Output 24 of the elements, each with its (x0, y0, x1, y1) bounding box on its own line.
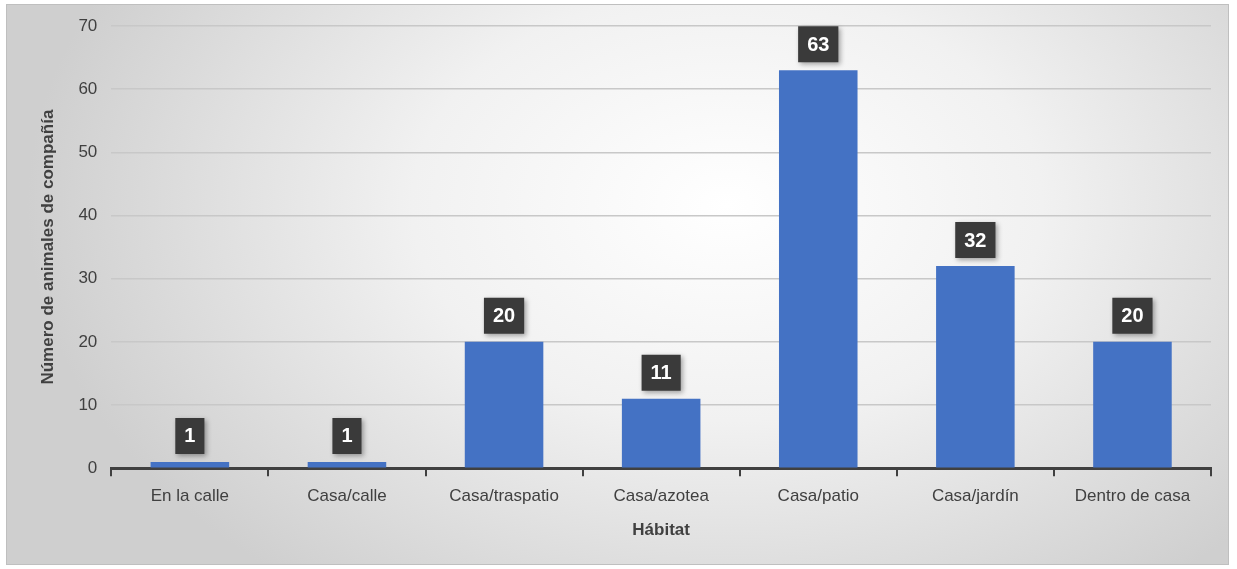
data-label: 20 (1121, 304, 1144, 327)
y-tick-label: 60 (78, 78, 98, 98)
x-tick-label: Casa/traspatio (449, 486, 559, 506)
y-tick-label: 50 (78, 142, 98, 162)
x-tick-label: Dentro de casa (1074, 486, 1191, 506)
x-tick-label: Casa/calle (307, 486, 387, 506)
y-tick-label: 30 (78, 268, 98, 288)
y-tick-label: 0 (87, 457, 98, 477)
y-tick-label: 70 (78, 15, 98, 35)
y-tick-label: 20 (78, 331, 98, 351)
data-label: 20 (492, 304, 516, 327)
x-tick-label: En la calle (150, 486, 230, 506)
data-label: 63 (807, 32, 830, 55)
y-tick-label: 40 (78, 205, 98, 225)
x-tick-label: Casa/azotea (613, 486, 710, 506)
y-axis-title: Número de animales de compañía (37, 109, 57, 385)
x-tick-label: Casa/patio (777, 486, 859, 506)
data-label: 1 (341, 424, 353, 447)
x-axis-title: Hábitat (632, 520, 691, 540)
data-label: 32 (964, 228, 987, 251)
x-tick-label: Casa/jardín (931, 486, 1019, 506)
data-label: 1 (184, 424, 196, 447)
data-label: 11 (650, 361, 672, 384)
y-tick-label: 10 (78, 394, 98, 414)
